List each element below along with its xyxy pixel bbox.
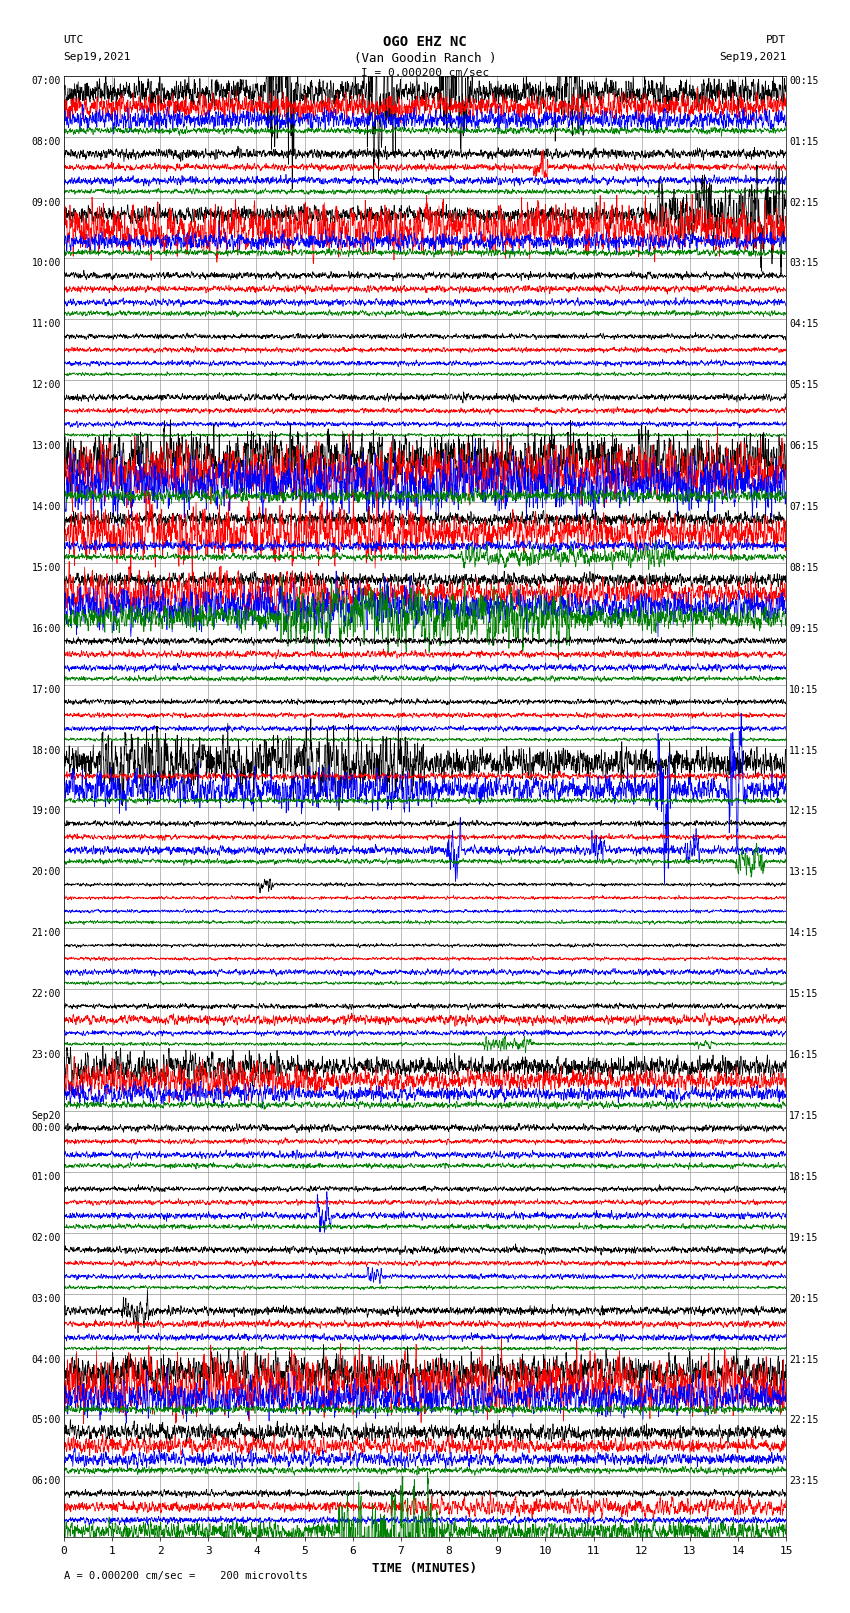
X-axis label: TIME (MINUTES): TIME (MINUTES) xyxy=(372,1561,478,1574)
Text: 13:00: 13:00 xyxy=(31,442,61,452)
Text: 22:15: 22:15 xyxy=(789,1416,819,1426)
Text: 21:15: 21:15 xyxy=(789,1355,819,1365)
Text: 05:00: 05:00 xyxy=(31,1416,61,1426)
Text: 00:15: 00:15 xyxy=(789,76,819,85)
Text: 16:15: 16:15 xyxy=(789,1050,819,1060)
Text: 04:00: 04:00 xyxy=(31,1355,61,1365)
Text: 05:15: 05:15 xyxy=(789,381,819,390)
Text: 13:15: 13:15 xyxy=(789,868,819,877)
Text: Sep19,2021: Sep19,2021 xyxy=(64,52,131,61)
Text: 08:15: 08:15 xyxy=(789,563,819,573)
Text: 17:15: 17:15 xyxy=(789,1111,819,1121)
Text: 20:00: 20:00 xyxy=(31,868,61,877)
Text: 02:15: 02:15 xyxy=(789,198,819,208)
Text: 10:15: 10:15 xyxy=(789,684,819,695)
Text: 12:15: 12:15 xyxy=(789,806,819,816)
Text: 02:00: 02:00 xyxy=(31,1232,61,1242)
Text: 01:00: 01:00 xyxy=(31,1171,61,1182)
Text: 19:15: 19:15 xyxy=(789,1232,819,1242)
Text: 15:00: 15:00 xyxy=(31,563,61,573)
Text: 16:00: 16:00 xyxy=(31,624,61,634)
Text: PDT: PDT xyxy=(766,35,786,45)
Text: I = 0.000200 cm/sec: I = 0.000200 cm/sec xyxy=(361,68,489,77)
Text: A = 0.000200 cm/sec =    200 microvolts: A = 0.000200 cm/sec = 200 microvolts xyxy=(64,1571,308,1581)
Text: 06:00: 06:00 xyxy=(31,1476,61,1486)
Text: 10:00: 10:00 xyxy=(31,258,61,268)
Text: 09:00: 09:00 xyxy=(31,198,61,208)
Text: 18:15: 18:15 xyxy=(789,1171,819,1182)
Text: 11:00: 11:00 xyxy=(31,319,61,329)
Text: 14:00: 14:00 xyxy=(31,502,61,511)
Text: 07:15: 07:15 xyxy=(789,502,819,511)
Text: 21:00: 21:00 xyxy=(31,927,61,939)
Text: 06:15: 06:15 xyxy=(789,442,819,452)
Text: 08:00: 08:00 xyxy=(31,137,61,147)
Text: UTC: UTC xyxy=(64,35,84,45)
Text: 07:00: 07:00 xyxy=(31,76,61,85)
Text: 09:15: 09:15 xyxy=(789,624,819,634)
Text: 03:15: 03:15 xyxy=(789,258,819,268)
Text: OGO EHZ NC: OGO EHZ NC xyxy=(383,35,467,50)
Text: 23:00: 23:00 xyxy=(31,1050,61,1060)
Text: (Van Goodin Ranch ): (Van Goodin Ranch ) xyxy=(354,52,496,65)
Text: 22:00: 22:00 xyxy=(31,989,61,998)
Text: 20:15: 20:15 xyxy=(789,1294,819,1303)
Text: 11:15: 11:15 xyxy=(789,745,819,755)
Text: 15:15: 15:15 xyxy=(789,989,819,998)
Text: Sep19,2021: Sep19,2021 xyxy=(719,52,786,61)
Text: 04:15: 04:15 xyxy=(789,319,819,329)
Text: 14:15: 14:15 xyxy=(789,927,819,939)
Text: 12:00: 12:00 xyxy=(31,381,61,390)
Text: 23:15: 23:15 xyxy=(789,1476,819,1486)
Text: 01:15: 01:15 xyxy=(789,137,819,147)
Text: Sep20
00:00: Sep20 00:00 xyxy=(31,1111,61,1132)
Text: 19:00: 19:00 xyxy=(31,806,61,816)
Text: 18:00: 18:00 xyxy=(31,745,61,755)
Text: 03:00: 03:00 xyxy=(31,1294,61,1303)
Text: 17:00: 17:00 xyxy=(31,684,61,695)
